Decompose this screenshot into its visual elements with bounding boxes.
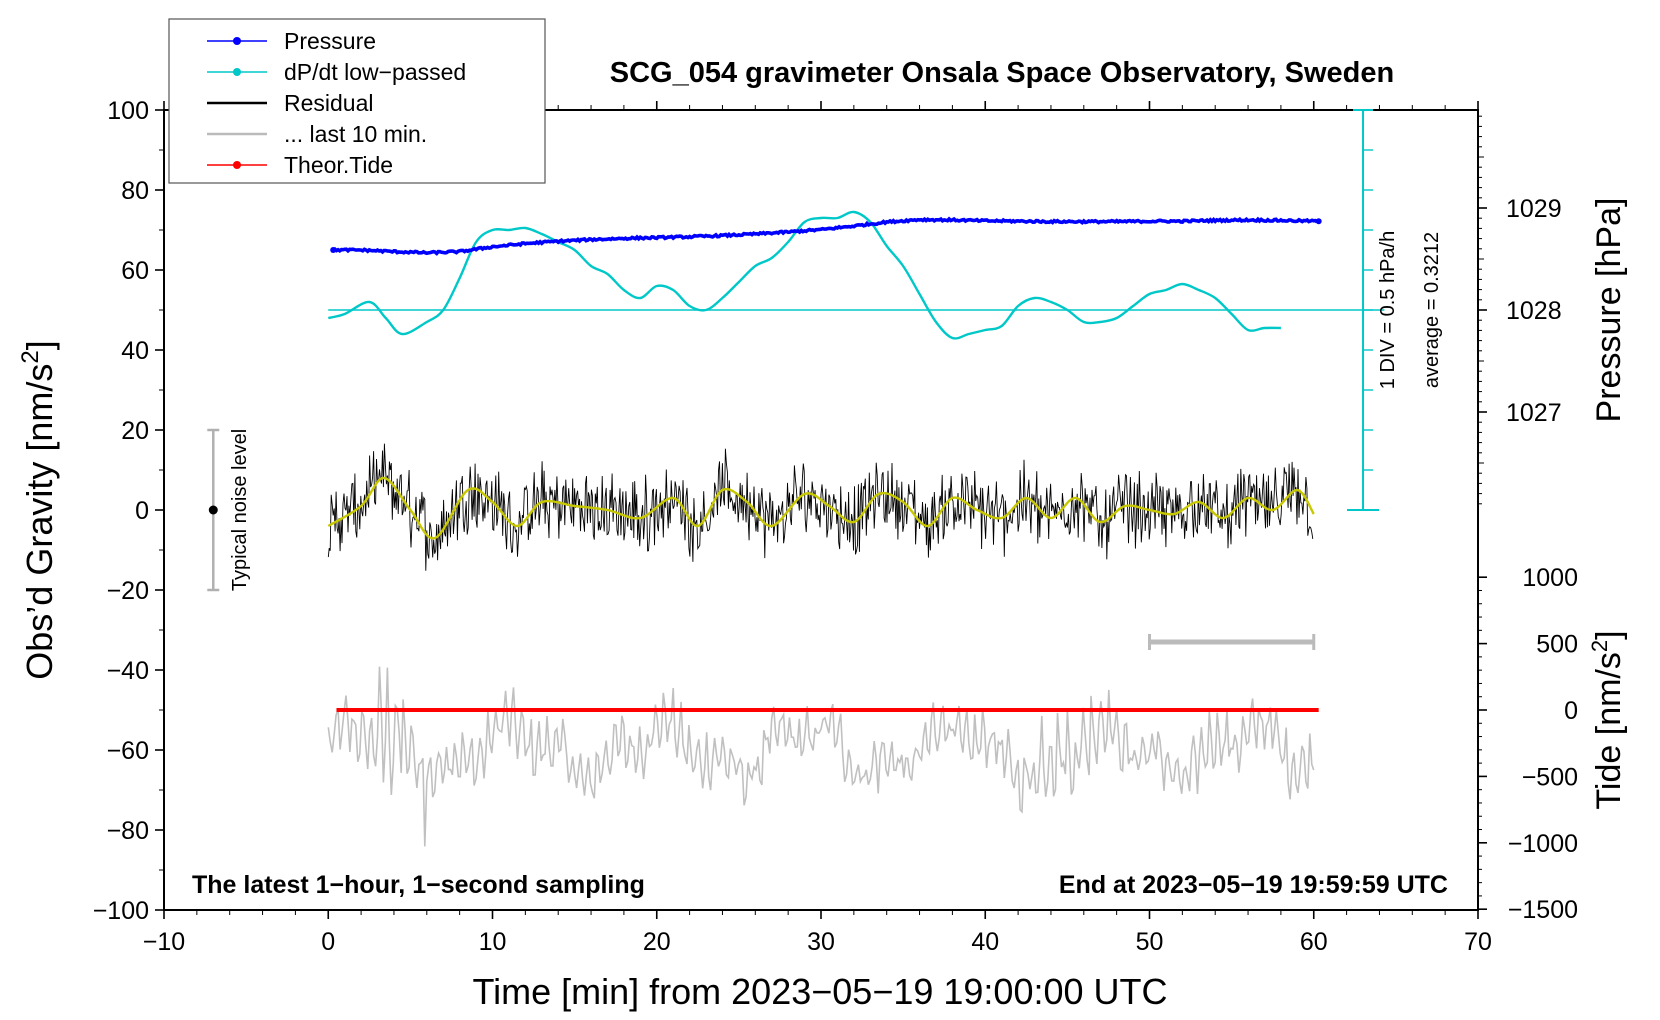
x-tick-label: 50 — [1136, 928, 1164, 956]
y-axis-label-tide-end: ] — [1590, 630, 1628, 639]
x-axis-label: Time [min] from 2023−05−19 19:00:00 UTC — [472, 971, 1167, 1012]
x-tick-label: 60 — [1300, 928, 1328, 956]
y-tick-label: −60 — [107, 737, 149, 765]
pressure-start-point — [330, 247, 337, 253]
legend-label: dP/dt low−passed — [284, 59, 466, 85]
chart-decorations — [207, 109, 1380, 650]
chart-title: SCG_054 gravimeter Onsala Space Observat… — [610, 57, 1394, 89]
y-tick-label: −40 — [107, 657, 149, 685]
x-tick-label: 70 — [1464, 928, 1492, 956]
pressure-tick-label: 1029 — [1506, 195, 1562, 223]
y-axis-label-gravity-main: Obs’d Gravity [nm/s — [19, 364, 60, 680]
y-tick-label: 0 — [135, 497, 149, 525]
y-axis-label-tide-sup: 2 — [1587, 640, 1612, 652]
y-tick-label: −100 — [93, 897, 149, 925]
y-tick-label: 20 — [121, 417, 149, 445]
legend-label: Theor.Tide — [284, 152, 393, 178]
legend-box — [168, 18, 546, 184]
y-tick-label: 80 — [121, 177, 149, 205]
residual-line — [327, 443, 1314, 571]
x-tick-label: −10 — [143, 928, 185, 956]
legend-marker — [233, 68, 241, 76]
x-tick-label: 40 — [971, 928, 999, 956]
pressure-tick-label: 1028 — [1506, 297, 1562, 325]
y-axis-label-tide-main: Tide [nm/s — [1590, 652, 1628, 809]
x-tick-label: 10 — [479, 928, 507, 956]
last-10-min-line — [327, 666, 1315, 847]
dpdt-series — [327, 210, 1385, 340]
legend-label: Residual — [284, 90, 374, 116]
legend-label: Pressure — [284, 28, 376, 54]
y-axis-label-gravity: Obs’d Gravity [nm/s2] — [17, 340, 60, 679]
end-time-note: End at 2023−05−19 19:59:59 UTC — [1059, 871, 1448, 899]
legend-marker — [233, 161, 241, 169]
y-axis-label-tide: Tide [nm/s2] — [1587, 630, 1628, 809]
sampling-note: The latest 1−hour, 1−second sampling — [192, 871, 645, 899]
dpdt-line — [327, 210, 1281, 340]
residual-smoothed-line — [327, 476, 1315, 540]
noise-bar-center-dot — [208, 505, 218, 515]
y-axis-label-pressure: Pressure [hPa] — [1590, 198, 1628, 423]
average-label: average = 0.3212 — [1421, 232, 1443, 388]
x-tick-label: 0 — [321, 928, 335, 956]
pressure-end-point — [1315, 218, 1322, 225]
tide-tick-label: 1000 — [1522, 564, 1578, 592]
y-tick-label: −20 — [107, 577, 149, 605]
legend-marker — [233, 37, 241, 45]
tide-tick-label: −500 — [1522, 763, 1578, 791]
legend-label: ... last 10 min. — [284, 121, 427, 147]
pressure-tick-label: 1027 — [1506, 399, 1562, 427]
y-tick-label: −80 — [107, 817, 149, 845]
noise-level-label: Typical noise level — [229, 429, 251, 591]
axis-ticks: −10 0 10 20 30 40 50 60 70−100−80−60−40−20020406… — [93, 97, 1578, 956]
tide-tick-label: −1000 — [1508, 830, 1578, 858]
tide-tick-label: 500 — [1536, 631, 1578, 659]
y-tick-label: 60 — [121, 257, 149, 285]
y-axis-label-gravity-sup: 2 — [17, 350, 44, 363]
residual-series — [327, 443, 1315, 571]
tide-tick-label: −1500 — [1508, 896, 1578, 924]
pressure-series — [330, 216, 1322, 256]
last-10-min-series — [327, 666, 1315, 847]
pressure-line — [332, 216, 1319, 256]
div-scale-label: 1 DIV = 0.5 hPa/h — [1377, 231, 1399, 389]
y-axis-label-gravity-end: ] — [19, 340, 60, 350]
tide-tick-label: 0 — [1564, 697, 1578, 725]
x-tick-label: 20 — [643, 928, 671, 956]
y-tick-label: 40 — [121, 337, 149, 365]
legend: Pressure dP/dt low−passed Residual ... last… — [168, 18, 546, 184]
x-tick-label: 30 — [807, 928, 835, 956]
y-tick-label: 100 — [107, 97, 149, 125]
